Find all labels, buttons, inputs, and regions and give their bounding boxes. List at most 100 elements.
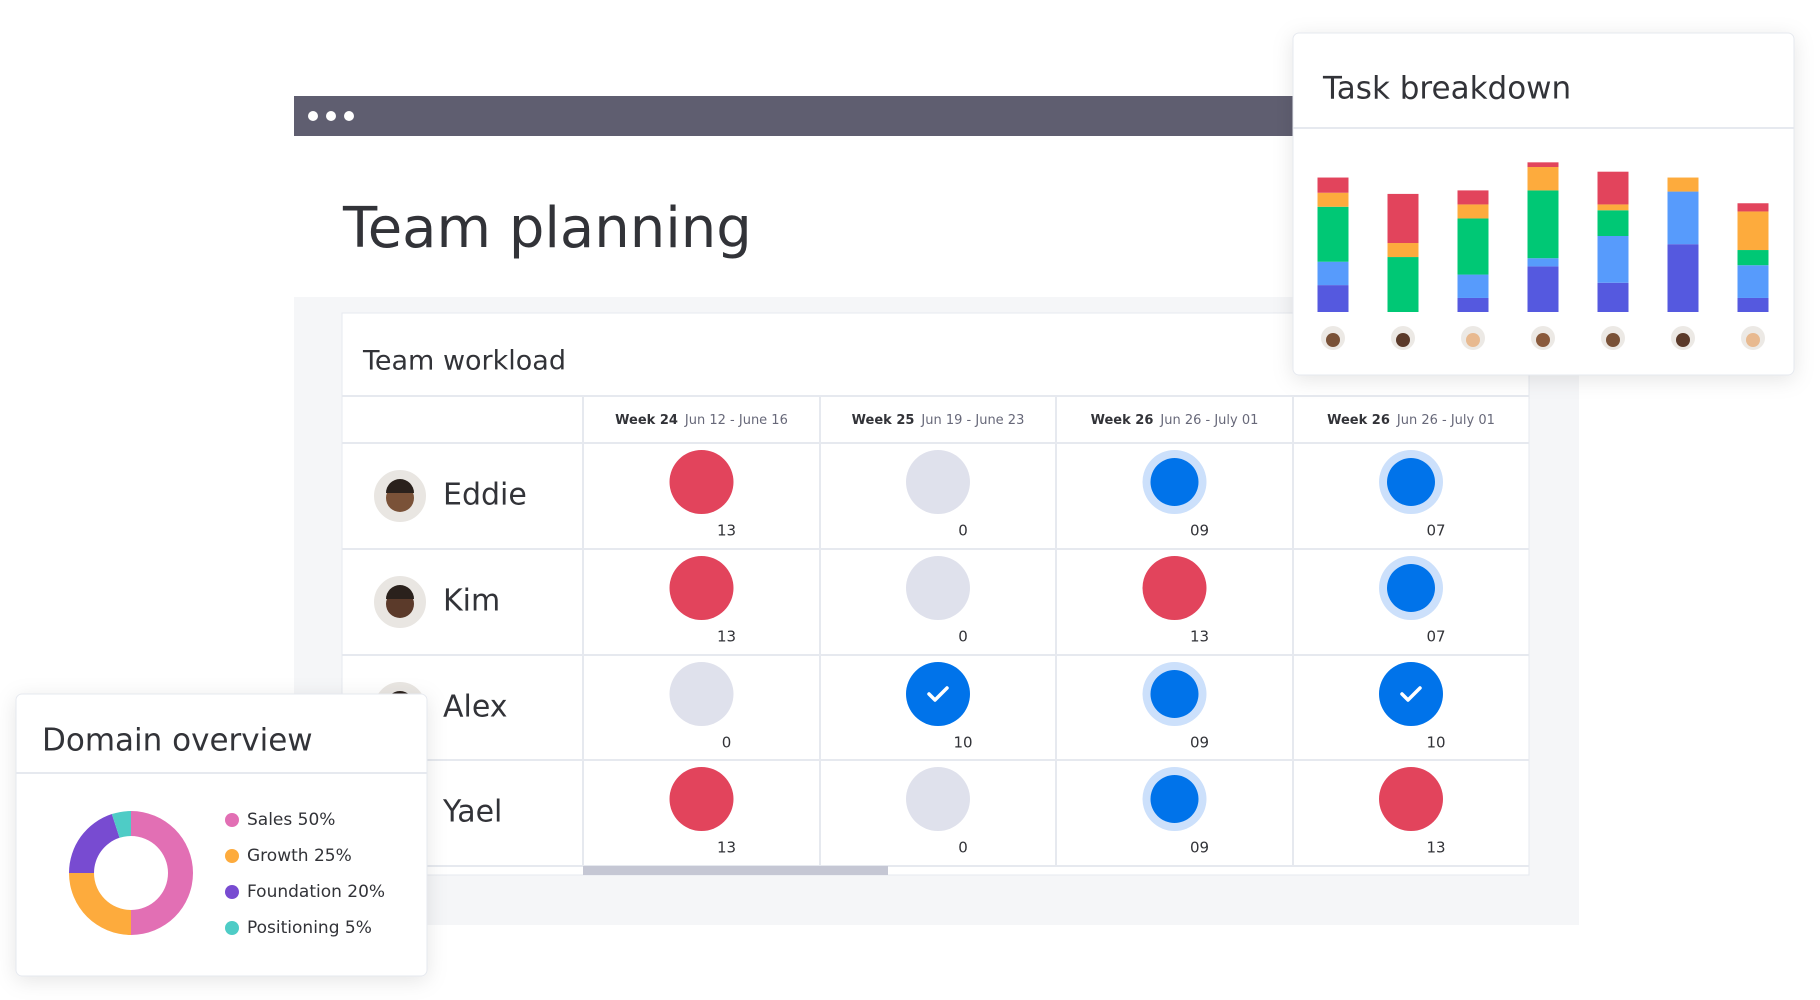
cell-value: 09 xyxy=(1190,839,1209,857)
status-dot xyxy=(669,556,734,620)
bar-segment xyxy=(1597,210,1629,236)
page-title: Team planning xyxy=(342,196,752,261)
bar-segment xyxy=(1667,177,1699,192)
card xyxy=(15,693,428,977)
status-dot xyxy=(1150,458,1199,506)
status-dot xyxy=(906,556,970,620)
cell-value: 0 xyxy=(958,839,968,857)
donut-slice xyxy=(111,810,131,838)
avatar-face xyxy=(1536,333,1550,347)
bar-segment xyxy=(1667,191,1699,245)
column-header: Week 24 Jun 12 - June 16 xyxy=(615,413,788,428)
week-label: Week 25 xyxy=(852,413,915,428)
cell-value: 07 xyxy=(1426,522,1445,540)
week-dates: Jun 12 - June 16 xyxy=(684,413,788,428)
bar-segment xyxy=(1457,190,1489,205)
status-dot xyxy=(1150,670,1199,718)
column-header: Week 25 Jun 19 - June 23 xyxy=(852,413,1025,428)
cell-value: 13 xyxy=(717,628,736,646)
domain-overview-content: Domain overview Sales 50% Growth 25% Found… xyxy=(16,723,427,938)
bar-segment xyxy=(1317,261,1349,286)
status-dot xyxy=(1387,458,1435,506)
week-label: Week 26 xyxy=(1091,413,1154,428)
cell-value: 0 xyxy=(958,628,968,646)
column-header: Week 26 Jun 26 - July 01 xyxy=(1327,413,1495,428)
card-title: Team workload xyxy=(362,346,566,377)
legend-label: Foundation 20% xyxy=(247,882,385,902)
legend-label: Sales 50% xyxy=(247,810,335,830)
legend-dot xyxy=(225,849,239,863)
bar-segment xyxy=(1737,297,1769,312)
bar-segment xyxy=(1597,204,1629,211)
cell-value: 13 xyxy=(1426,839,1445,857)
bar-segment xyxy=(1597,282,1629,312)
bar-segment xyxy=(1387,243,1419,258)
bar-segment xyxy=(1317,206,1349,262)
legend-label: Growth 25% xyxy=(247,846,352,866)
bar-segment xyxy=(1737,203,1769,212)
check-icon xyxy=(1400,686,1422,702)
bar-segment xyxy=(1457,297,1489,312)
status-dot xyxy=(1379,767,1443,831)
donut-slice xyxy=(69,814,120,873)
legend-label: Positioning 5% xyxy=(247,918,372,938)
avatar-face xyxy=(1326,333,1340,347)
bar-segment xyxy=(1387,257,1419,312)
bar-segment xyxy=(1527,258,1559,267)
bar-segment xyxy=(1667,244,1699,312)
status-dot xyxy=(906,767,970,831)
status-dot xyxy=(1150,775,1199,823)
member-name: Alex xyxy=(443,690,508,725)
cell-value: 09 xyxy=(1190,734,1209,752)
avatar-face xyxy=(1676,333,1690,347)
bar-segment xyxy=(1457,204,1489,219)
status-dot xyxy=(669,662,734,726)
bar-segment xyxy=(1387,193,1419,244)
window-dot xyxy=(308,111,318,121)
card-title: Domain overview xyxy=(42,723,313,759)
bar-segment xyxy=(1317,285,1349,312)
bar-segment xyxy=(1737,211,1769,251)
bar-segment xyxy=(1527,190,1559,259)
legend-dot xyxy=(225,921,239,935)
legend-dot xyxy=(225,813,239,827)
week-dates: Jun 19 - June 23 xyxy=(920,413,1024,428)
week-dates: Jun 26 - July 01 xyxy=(1159,413,1258,428)
donut-slice xyxy=(69,873,131,935)
bar-segment xyxy=(1527,167,1559,191)
cell-value: 07 xyxy=(1426,628,1445,646)
bar-segment xyxy=(1527,266,1559,312)
avatar-face xyxy=(1396,333,1410,347)
scrollbar xyxy=(583,866,888,875)
week-dates: Jun 26 - July 01 xyxy=(1396,413,1495,428)
window-dot xyxy=(326,111,336,121)
bar-segment xyxy=(1737,250,1769,266)
member-name: Yael xyxy=(442,795,502,830)
check-icon xyxy=(927,686,949,702)
status-dot xyxy=(1379,662,1443,726)
cell-value: 0 xyxy=(722,734,732,752)
member-name: Kim xyxy=(443,584,500,619)
card-title: Task breakdown xyxy=(1322,71,1571,107)
status-dot xyxy=(906,450,970,514)
cell-value: 13 xyxy=(717,839,736,857)
browser-bar xyxy=(294,96,1394,136)
bar-segment xyxy=(1317,177,1349,193)
status-dot xyxy=(669,767,734,831)
bar-segment xyxy=(1597,236,1629,283)
cell-value: 09 xyxy=(1190,522,1209,540)
bar-segment xyxy=(1457,218,1489,275)
avatar-face xyxy=(1746,333,1760,347)
avatar-face xyxy=(1606,333,1620,347)
status-dot xyxy=(1142,556,1207,620)
bar-segment xyxy=(1317,192,1349,207)
avatar-face xyxy=(1466,333,1480,347)
status-dot xyxy=(906,662,970,726)
window-dot xyxy=(344,111,354,121)
member-name: Eddie xyxy=(443,478,527,513)
week-label: Week 24 xyxy=(615,413,678,428)
cell-value: 10 xyxy=(1426,734,1445,752)
cell-value: 13 xyxy=(717,522,736,540)
